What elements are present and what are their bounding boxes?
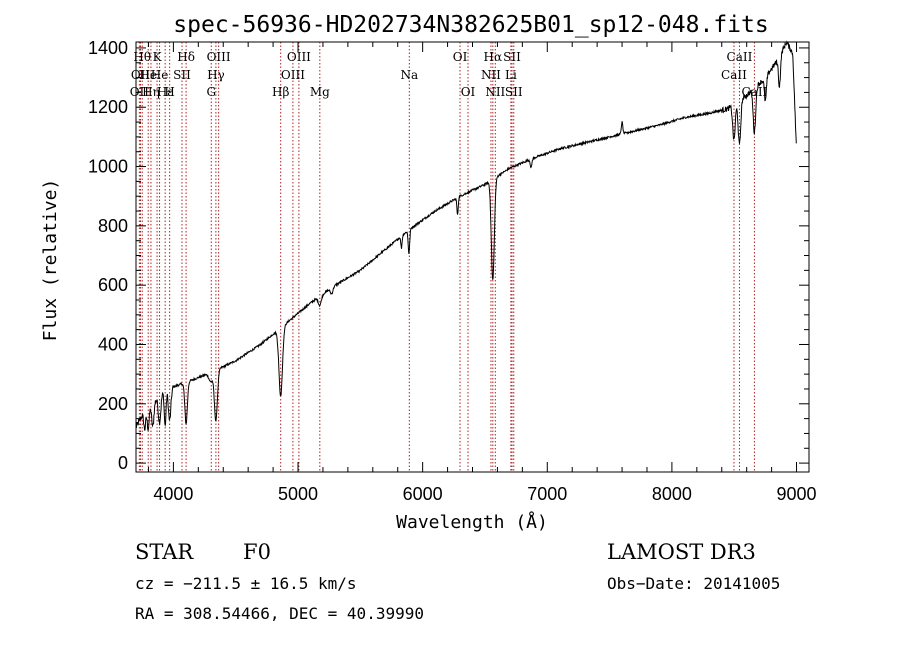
line-marker-label: Hη <box>142 85 160 99</box>
line-marker-label: OIII <box>207 50 231 64</box>
redshift-cz: cz = −211.5 ± 16.5 km/s <box>135 574 357 593</box>
y-tick-label: 1000 <box>88 157 128 177</box>
line-marker-label: NII <box>481 68 501 82</box>
line-marker-label: K <box>153 50 163 64</box>
x-tick-label: 7000 <box>527 484 567 504</box>
y-tick-label: 0 <box>118 453 128 473</box>
line-marker-label: OIII <box>287 50 311 64</box>
line-marker-label: Hβ <box>272 85 289 99</box>
line-marker-label: SII <box>505 85 523 99</box>
y-tick-label: 1200 <box>88 97 128 117</box>
plot-frame <box>135 41 810 473</box>
line-marker-labels: OIIOIIHθHeHηKHeHεHSIIHδGHγOIIIHβOIIIOIII… <box>130 50 768 99</box>
line-marker-label: He <box>139 68 157 82</box>
line-marker-label: Mg <box>310 85 330 99</box>
line-marker-label: Hε <box>157 85 174 99</box>
chart-title: spec-56936-HD202734N382625B01_sp12-048.f… <box>173 12 768 38</box>
line-marker-label: CaII <box>721 68 747 82</box>
line-marker-label: OIII <box>281 68 305 82</box>
x-tick-label: 9000 <box>777 484 817 504</box>
line-marker-label: OI <box>453 50 468 64</box>
coordinates: RA = 308.54466, DEC = 40.39990 <box>135 604 424 623</box>
x-axis-ticks: 4000 5000 6000 7000 8000 9000 <box>147 42 817 504</box>
object-class: STAR <box>135 540 194 564</box>
x-axis-label: Wavelength (Å) <box>396 511 548 533</box>
y-axis-ticks: 0 200 400 600 800 1000 1200 1400 <box>88 38 809 473</box>
y-tick-label: 800 <box>98 216 128 236</box>
line-marker-label: NII <box>485 85 505 99</box>
line-marker-label: Hθ <box>133 50 151 64</box>
line-marker-label: Hα <box>484 50 503 64</box>
line-marker-label: Hδ <box>177 50 195 64</box>
line-marker-label: SII <box>503 50 521 64</box>
y-axis-label: Flux (relative) <box>40 179 61 342</box>
line-marker-label: SII <box>173 68 191 82</box>
line-marker-label: He <box>151 68 169 82</box>
y-tick-label: 600 <box>98 275 128 295</box>
line-marker-label: OI <box>461 85 476 99</box>
line-marker-label: Hγ <box>207 68 225 82</box>
spectrum-line <box>135 40 797 431</box>
x-tick-label: 4000 <box>153 484 193 504</box>
line-marker-label: Na <box>400 68 418 82</box>
line-marker-label: Li <box>505 68 517 82</box>
y-tick-label: 1400 <box>88 38 128 58</box>
observation-date: Obs−Date: 20141005 <box>607 574 780 593</box>
y-tick-label: 200 <box>98 394 128 414</box>
line-markers <box>138 42 755 472</box>
y-tick-label: 400 <box>98 334 128 354</box>
object-subclass: F0 <box>243 540 271 564</box>
line-marker-label: H <box>164 85 174 99</box>
line-marker-label: G <box>206 85 216 99</box>
line-marker-label: CaII <box>727 50 753 64</box>
x-tick-label: 8000 <box>652 484 692 504</box>
survey-name: LAMOST DR3 <box>607 540 756 564</box>
x-tick-label: 5000 <box>278 484 318 504</box>
x-tick-label: 6000 <box>403 484 443 504</box>
